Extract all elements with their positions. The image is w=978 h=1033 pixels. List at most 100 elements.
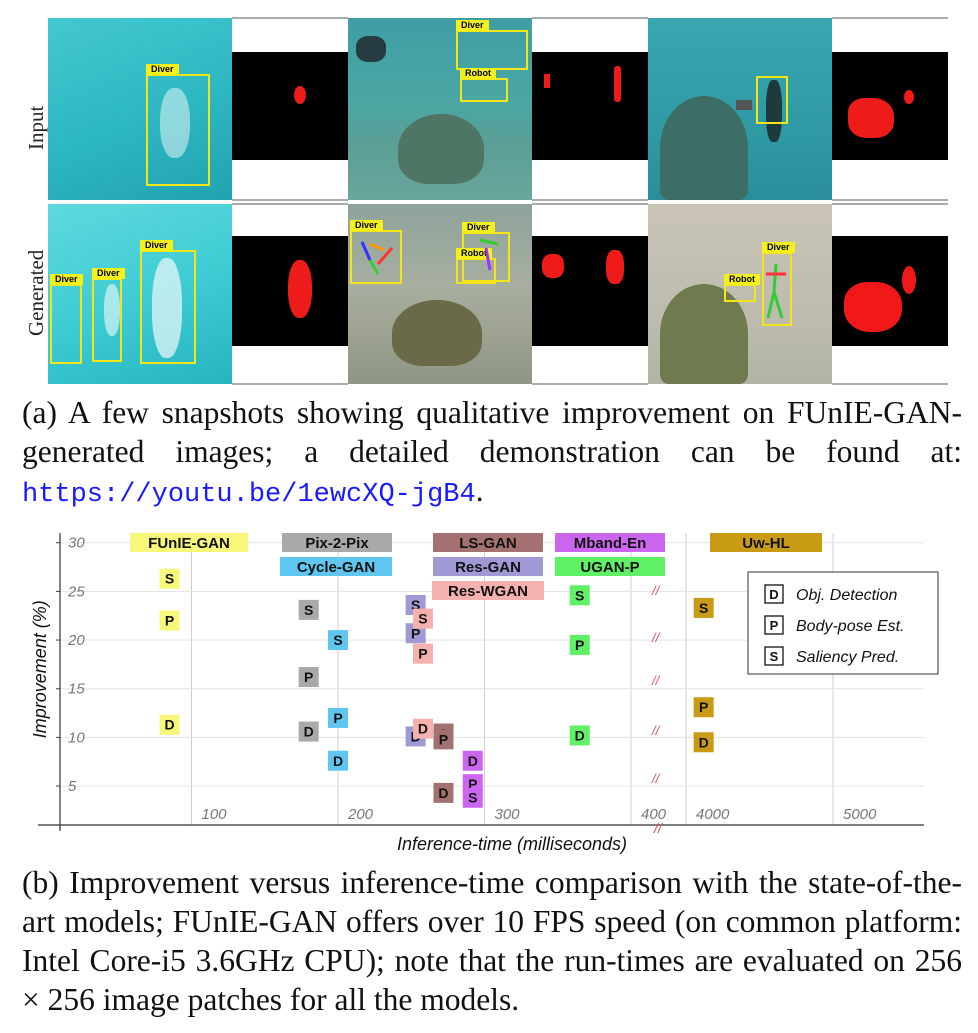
saliency-mask-2: [532, 52, 648, 160]
legend-marker-letter: S: [770, 649, 779, 664]
video-link[interactable]: https://youtu.be/1ewcXQ-jgB4: [22, 480, 476, 510]
data-marker-letter: D: [575, 727, 585, 743]
x-tick-label: 300: [495, 806, 521, 823]
model-label-box: [280, 557, 392, 576]
robot-bbox: Robot: [460, 68, 508, 102]
diver-silhouette: [104, 284, 120, 336]
model-label: Res-GAN: [455, 559, 521, 576]
model-label: LS-GAN: [459, 535, 517, 552]
y-tick-label: 10: [68, 729, 85, 746]
diver-silhouette: [152, 258, 182, 358]
data-marker-letter: D: [699, 734, 709, 750]
data-marker: [298, 599, 319, 620]
data-marker: [298, 721, 319, 742]
data-marker: [462, 750, 483, 771]
pose-skeleton: [766, 263, 786, 319]
data-marker-letter: P: [439, 731, 448, 747]
saliency-mask-6: [832, 236, 948, 346]
x-tick-label: 5000: [843, 806, 877, 823]
legend-marker: [764, 646, 784, 666]
data-marker-letter: P: [699, 699, 708, 715]
saliency-mask-1: [232, 52, 348, 160]
legend-label: Obj. Detection: [796, 587, 897, 604]
axis-break-mark: //: [651, 583, 661, 598]
data-marker-letter: D: [438, 785, 448, 801]
generated-photo-1: Diver Diver Diver: [48, 204, 232, 384]
axis-break-mark: //: [651, 771, 661, 786]
diver-bbox: Diver: [456, 20, 528, 70]
x-axis-label: Inference-time (milliseconds): [397, 834, 627, 854]
data-marker-letter: D: [333, 753, 343, 769]
model-label-box: [710, 533, 822, 552]
data-marker: [569, 725, 590, 746]
data-marker: [693, 597, 714, 618]
input-photo-3: [648, 18, 832, 200]
diver-bbox: Diver: [50, 274, 83, 364]
data-marker: [328, 630, 348, 651]
caption-b: (b) Improvement versus inference-time co…: [22, 865, 962, 1017]
model-label-box: [555, 557, 665, 576]
legend-marker-letter: D: [769, 587, 778, 602]
data-marker: [433, 729, 454, 750]
saliency-mask-4: [232, 236, 348, 346]
y-tick-label: 25: [67, 583, 85, 600]
qualitative-figure: Input Generated Diver Diver Robot: [0, 0, 978, 390]
model-label-box: [433, 533, 543, 552]
data-marker-letter: D: [164, 717, 174, 733]
data-marker-letter: D: [304, 724, 314, 740]
diver-bbox: Diver: [140, 240, 196, 364]
data-marker-letter: S: [468, 790, 477, 806]
data-marker: [433, 782, 454, 803]
data-marker-letter: D: [468, 753, 478, 769]
y-tick-label: 5: [68, 778, 77, 795]
data-marker-letter: S: [304, 602, 313, 618]
legend-marker-letter: P: [770, 618, 779, 633]
data-marker-letter: P: [418, 646, 427, 662]
data-marker-letter: S: [333, 632, 342, 648]
data-marker: [462, 787, 483, 808]
data-marker: [693, 697, 714, 718]
x-tick-label: 400: [641, 806, 667, 823]
legend-marker: [764, 615, 784, 635]
model-label: Cycle-GAN: [297, 559, 375, 576]
data-marker: [412, 643, 433, 664]
diver-silhouette: [356, 36, 386, 62]
data-marker-letter: D: [418, 721, 428, 737]
axis-break-mark: //: [653, 820, 664, 836]
data-marker-letter: S: [411, 597, 420, 613]
y-tick-label: 15: [68, 681, 85, 698]
axis-break-mark: //: [651, 723, 661, 738]
data-marker: [569, 585, 590, 606]
data-marker: [298, 667, 319, 688]
diver-bbox: Diver: [762, 242, 795, 326]
data-marker: [159, 714, 180, 735]
data-marker-letter: P: [468, 776, 477, 792]
axis-break-mark: //: [651, 673, 661, 688]
generated-photo-2: Diver Diver Robot: [348, 204, 532, 384]
generated-photo-3: Diver Robot: [648, 204, 832, 384]
model-label-box: [555, 533, 665, 552]
saliency-mask-5: [532, 236, 648, 346]
x-tick-label: 4000: [696, 806, 730, 823]
model-label: UGAN-P: [580, 559, 639, 576]
input-photo-2: Diver Robot: [348, 18, 532, 200]
caption-a: (a) A few snapshots showing qualitative …: [22, 395, 962, 510]
data-marker: [569, 634, 590, 655]
rock-formation: [660, 96, 748, 200]
diver-bbox: [756, 76, 788, 124]
input-photo-1: Diver: [48, 18, 232, 200]
data-marker-letter: P: [304, 669, 313, 685]
saliency-mask-3: [832, 52, 948, 160]
diver-silhouette: [766, 80, 782, 142]
data-marker: [693, 732, 714, 753]
model-label: Res-WGAN: [448, 583, 528, 600]
data-marker-letter: P: [333, 710, 342, 726]
data-marker: [159, 610, 180, 631]
diver-bbox: Diver: [350, 220, 402, 284]
rock-formation: [392, 300, 482, 366]
data-marker-letter: S: [165, 571, 174, 587]
legend-label: Body-pose Est.: [796, 618, 905, 635]
y-axis-label: Improvement (%): [30, 600, 50, 738]
x-tick-label: 200: [347, 806, 374, 823]
data-marker-letter: S: [418, 611, 427, 627]
